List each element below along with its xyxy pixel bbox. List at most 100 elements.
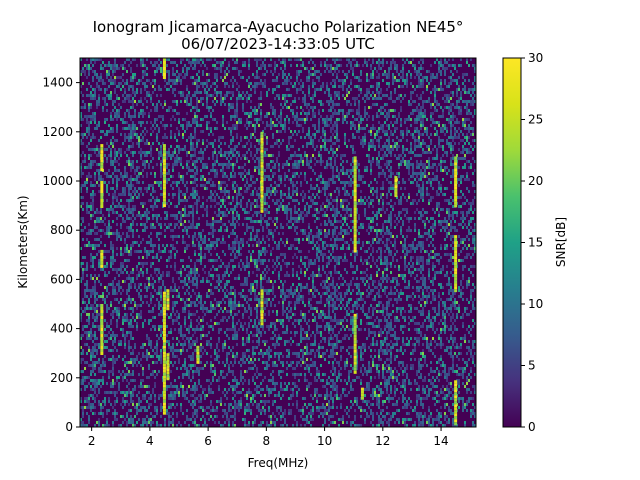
noise-cell xyxy=(210,94,212,97)
noise-cell xyxy=(116,418,118,421)
noise-cell xyxy=(96,169,98,172)
noise-cell xyxy=(234,388,236,391)
noise-cell xyxy=(120,133,122,136)
noise-cell xyxy=(120,64,122,67)
noise-cell xyxy=(92,94,94,97)
noise-cell xyxy=(132,316,134,319)
noise-cell xyxy=(180,403,182,406)
noise-cell xyxy=(170,256,172,259)
noise-cell xyxy=(118,343,120,346)
noise-cell xyxy=(186,85,188,88)
noise-cell xyxy=(224,265,226,268)
noise-cell xyxy=(160,223,162,226)
noise-cell xyxy=(212,154,214,157)
noise-cell xyxy=(174,391,176,394)
noise-cell xyxy=(148,217,150,220)
noise-cell xyxy=(272,88,274,91)
noise-cell xyxy=(234,61,236,64)
noise-cell xyxy=(90,394,92,397)
noise-cell xyxy=(284,412,286,415)
noise-cell xyxy=(116,67,118,70)
noise-cell xyxy=(100,385,102,388)
noise-cell xyxy=(246,205,248,208)
noise-cell xyxy=(114,412,116,415)
noise-cell xyxy=(242,352,244,355)
noise-cell xyxy=(104,82,106,85)
noise-cell xyxy=(116,412,118,415)
noise-cell xyxy=(96,148,98,151)
noise-cell xyxy=(226,328,228,331)
noise-cell xyxy=(144,73,146,76)
noise-cell xyxy=(206,181,208,184)
noise-cell xyxy=(278,355,280,358)
noise-cell xyxy=(118,235,120,238)
noise-cell xyxy=(192,388,194,391)
noise-cell xyxy=(122,175,124,178)
noise-cell xyxy=(196,109,198,112)
noise-cell xyxy=(200,400,202,403)
noise-cell xyxy=(146,100,148,103)
noise-cell xyxy=(92,346,94,349)
noise-cell xyxy=(182,385,184,388)
noise-cell xyxy=(130,127,132,130)
noise-cell xyxy=(190,169,192,172)
noise-cell xyxy=(136,190,138,193)
noise-cell xyxy=(244,406,246,409)
noise-cell xyxy=(256,85,258,88)
noise-cell xyxy=(178,235,180,238)
noise-cell xyxy=(88,157,90,160)
noise-cell xyxy=(208,250,210,253)
noise-cell xyxy=(92,334,94,337)
noise-cell xyxy=(220,94,222,97)
noise-cell xyxy=(150,403,152,406)
noise-cell xyxy=(278,370,280,373)
noise-cell xyxy=(258,403,260,406)
noise-cell xyxy=(128,259,130,262)
noise-cell xyxy=(196,73,198,76)
noise-cell xyxy=(250,238,252,241)
noise-cell xyxy=(228,367,230,370)
noise-cell xyxy=(252,325,254,328)
noise-cell xyxy=(272,412,274,415)
noise-cell xyxy=(84,325,86,328)
noise-cell xyxy=(216,409,218,412)
noise-cell xyxy=(182,133,184,136)
noise-cell xyxy=(180,163,182,166)
noise-cell xyxy=(242,265,244,268)
noise-cell xyxy=(130,334,132,337)
noise-cell xyxy=(282,205,284,208)
noise-cell xyxy=(92,97,94,100)
noise-cell xyxy=(258,256,260,259)
noise-cell xyxy=(106,118,108,121)
noise-cell xyxy=(198,247,200,250)
noise-cell xyxy=(272,238,274,241)
noise-cell xyxy=(104,250,106,253)
noise-cell xyxy=(182,181,184,184)
noise-cell xyxy=(244,217,246,220)
noise-cell xyxy=(152,217,154,220)
noise-cell xyxy=(108,70,110,73)
noise-cell xyxy=(194,331,196,334)
noise-cell xyxy=(158,424,160,427)
noise-cell xyxy=(268,313,270,316)
noise-cell xyxy=(232,124,234,127)
noise-cell xyxy=(268,298,270,301)
noise-cell xyxy=(84,385,86,388)
noise-cell xyxy=(192,268,194,271)
noise-cell xyxy=(274,355,276,358)
noise-cell xyxy=(196,91,198,94)
noise-cell xyxy=(116,196,118,199)
noise-cell xyxy=(94,406,96,409)
noise-cell xyxy=(278,406,280,409)
noise-cell xyxy=(172,163,174,166)
noise-cell xyxy=(262,250,264,253)
noise-cell xyxy=(246,178,248,181)
noise-cell xyxy=(98,76,100,79)
noise-cell xyxy=(268,196,270,199)
noise-cell xyxy=(110,175,112,178)
noise-cell xyxy=(238,301,240,304)
noise-cell xyxy=(168,223,170,226)
noise-cell xyxy=(138,100,140,103)
noise-cell xyxy=(184,325,186,328)
noise-cell xyxy=(224,307,226,310)
